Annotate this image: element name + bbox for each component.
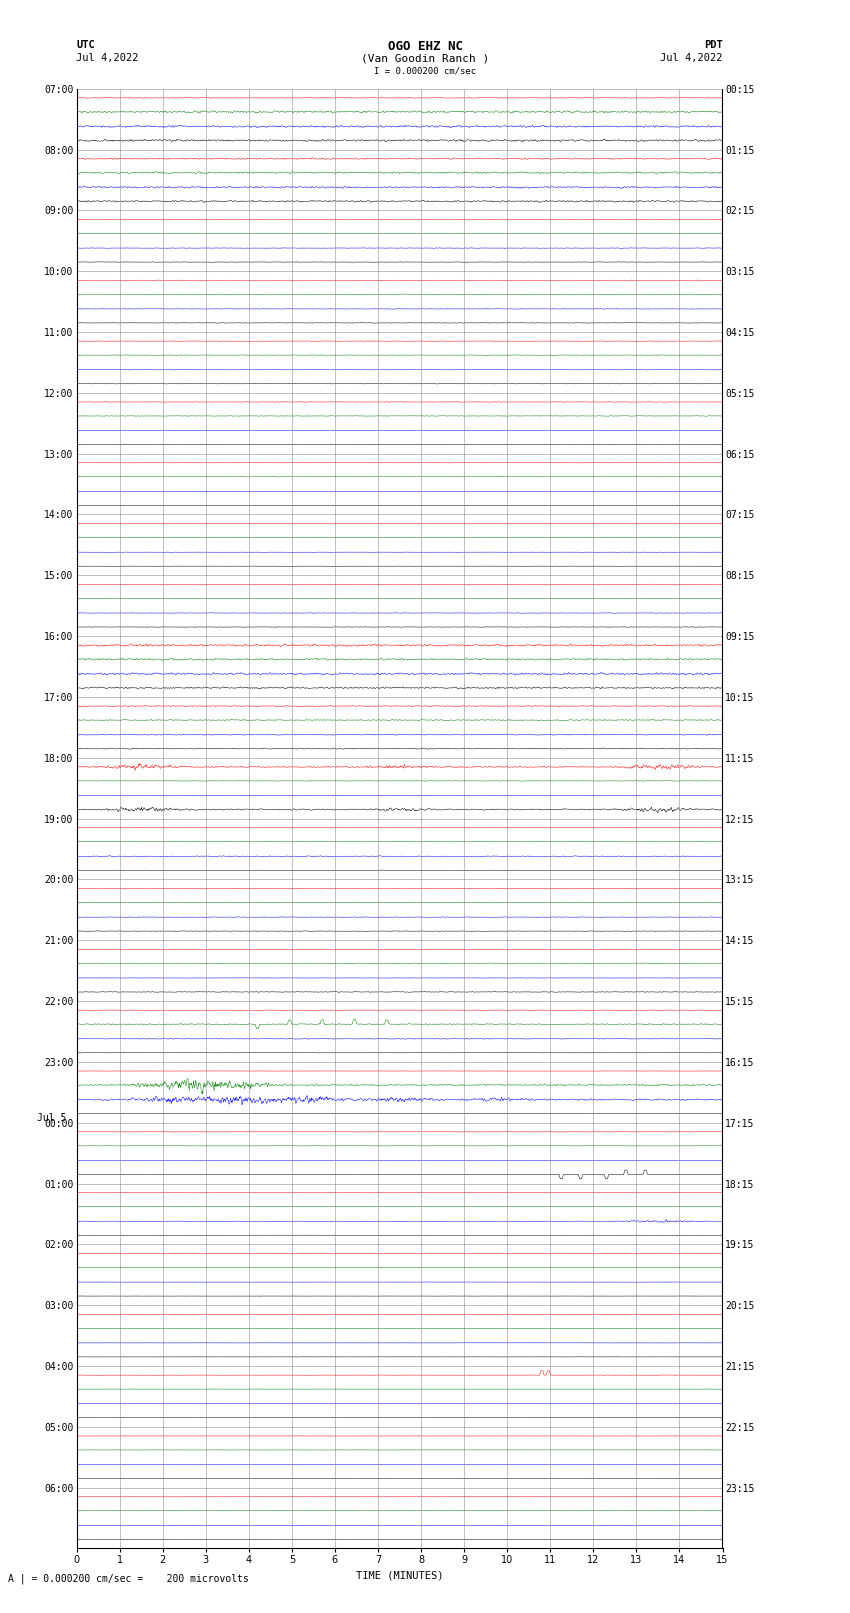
- Text: I = 0.000200 cm/sec: I = 0.000200 cm/sec: [374, 66, 476, 76]
- X-axis label: TIME (MINUTES): TIME (MINUTES): [356, 1571, 443, 1581]
- Text: (Van Goodin Ranch ): (Van Goodin Ranch ): [361, 53, 489, 63]
- Text: Jul 4,2022: Jul 4,2022: [660, 53, 722, 63]
- Text: OGO EHZ NC: OGO EHZ NC: [388, 40, 462, 53]
- Text: A | = 0.000200 cm/sec =    200 microvolts: A | = 0.000200 cm/sec = 200 microvolts: [8, 1573, 249, 1584]
- Text: PDT: PDT: [704, 40, 722, 50]
- Text: UTC: UTC: [76, 40, 95, 50]
- Text: Jul 5: Jul 5: [37, 1113, 67, 1123]
- Text: Jul 4,2022: Jul 4,2022: [76, 53, 139, 63]
